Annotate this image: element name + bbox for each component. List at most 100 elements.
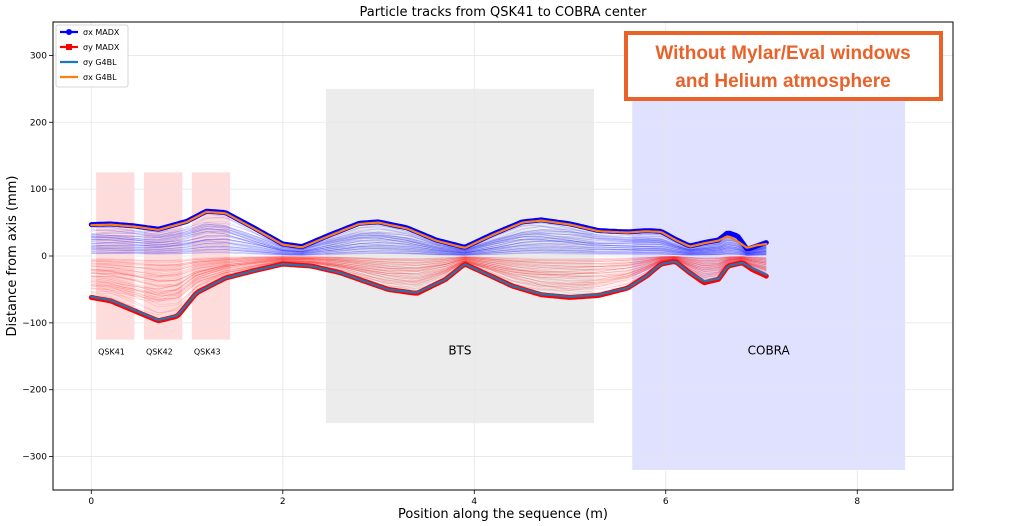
track-y-30: [91, 258, 767, 282]
track-x-43: [91, 231, 767, 253]
track-x-9: [91, 231, 767, 253]
track-y-36: [91, 257, 767, 272]
track-x-35: [91, 228, 767, 253]
track-y-57: [91, 256, 767, 267]
track-x-54: [91, 240, 767, 254]
track-x-27: [91, 227, 767, 252]
track-x-49: [91, 246, 767, 255]
track-y-5: [91, 256, 767, 266]
track-y-31: [91, 256, 767, 266]
track-x-53: [91, 224, 767, 252]
track-y-39: [91, 256, 767, 263]
series-line-3: [90, 210, 768, 249]
track-y-56: [91, 258, 767, 283]
tracks-layer: [91, 212, 767, 320]
track-y-14: [91, 258, 767, 294]
track-y-25: [91, 257, 767, 287]
track-x-57: [91, 248, 767, 256]
y-tick-label-200: 200: [30, 118, 47, 128]
legend-items: σx MADX σy MADX σy G4BL σx G4BL: [60, 28, 120, 82]
chart-title: Particle tracks from QSK41 to COBRA cent…: [360, 5, 648, 20]
track-y-23: [91, 256, 767, 271]
y-tick-label--200: −200: [22, 386, 47, 396]
track-y-51: [91, 257, 767, 288]
track-x-4: [91, 238, 767, 254]
track-y-16: [91, 259, 767, 314]
track-y-53: [91, 259, 767, 301]
x-axis-label: Position along the sequence (m): [398, 507, 608, 522]
x-tick-label-4: 4: [471, 497, 477, 507]
annotation-line-1: Without Mylar/Eval windows: [655, 43, 910, 64]
track-x-42: [91, 217, 767, 251]
track-y-32: [91, 258, 767, 300]
track-x-1: [91, 231, 767, 252]
track-x-11: [91, 228, 767, 252]
track-y-33: [91, 257, 767, 282]
track-y-17: [91, 258, 767, 290]
track-y-59: [91, 257, 767, 282]
track-x-44: [91, 246, 767, 255]
region-label-qsk42: QSK42: [146, 347, 173, 356]
grid-layer: [53, 22, 953, 490]
track-x-41: [91, 242, 767, 255]
series-line-2: [90, 260, 768, 322]
region-label-qsk43: QSK43: [194, 347, 221, 356]
track-y-18: [91, 256, 767, 267]
region-label-qsk41: QSK41: [98, 347, 125, 356]
track-x-7: [91, 239, 767, 254]
track-y-45: [91, 259, 767, 300]
track-y-38: [91, 258, 767, 279]
track-x-26: [91, 250, 767, 256]
track-x-52: [91, 249, 767, 256]
region-labels-layer: QSK41 QSK42 QSK43 BTS COBRA: [98, 343, 790, 357]
annotation-box: Without Mylar/Eval windows and Helium at…: [624, 31, 943, 101]
track-x-6: [91, 225, 767, 252]
track-y-48: [91, 258, 767, 286]
y-axis-label: Distance from axis (mm): [5, 175, 20, 336]
track-y-7: [91, 257, 767, 281]
x-tick-label-0: 0: [88, 497, 94, 507]
legend-label-0: σx MADX: [83, 28, 120, 37]
track-y-4: [91, 258, 767, 282]
legend: σx MADX σy MADX σy G4BL σx G4BL: [55, 24, 129, 88]
track-x-25: [91, 235, 767, 254]
track-x-23: [91, 246, 767, 256]
track-x-8: [91, 213, 767, 250]
legend-box: [55, 24, 129, 88]
track-y-6: [91, 258, 767, 302]
track-y-52: [91, 256, 767, 266]
annotation-border: [624, 31, 943, 101]
track-y-35: [91, 258, 767, 295]
track-y-13: [91, 256, 767, 262]
x-tick-label-8: 8: [854, 497, 860, 507]
track-y-49: [91, 256, 767, 271]
track-y-19: [91, 259, 767, 294]
track-x-33: [91, 238, 767, 254]
track-x-5: [91, 249, 767, 256]
y-tick-label-0: 0: [41, 252, 47, 262]
legend-label-3: σx G4BL: [83, 73, 117, 82]
track-y-50: [91, 259, 767, 305]
track-y-2: [91, 257, 767, 270]
track-y-28: [91, 257, 767, 273]
track-y-22: [91, 258, 767, 287]
region-label-bts: BTS: [448, 343, 471, 357]
track-y-1: [91, 259, 767, 290]
track-x-40: [91, 232, 767, 253]
track-x-3: [91, 226, 767, 252]
track-x-20: [91, 242, 767, 254]
track-y-42: [91, 259, 767, 314]
track-x-56: [91, 236, 767, 253]
track-x-50: [91, 223, 767, 252]
track-y-58: [91, 259, 767, 297]
track-x-59: [91, 239, 767, 254]
legend-label-2: σy G4BL: [83, 58, 117, 67]
track-y-24: [91, 258, 767, 308]
track-y-40: [91, 258, 767, 292]
y-tick-label-300: 300: [30, 51, 47, 61]
region-label-cobra: COBRA: [748, 343, 791, 357]
y-tick-label--300: −300: [22, 453, 47, 463]
track-x-32: [91, 226, 767, 253]
track-x-17: [91, 232, 767, 253]
y-tick-label-100: 100: [30, 185, 47, 195]
